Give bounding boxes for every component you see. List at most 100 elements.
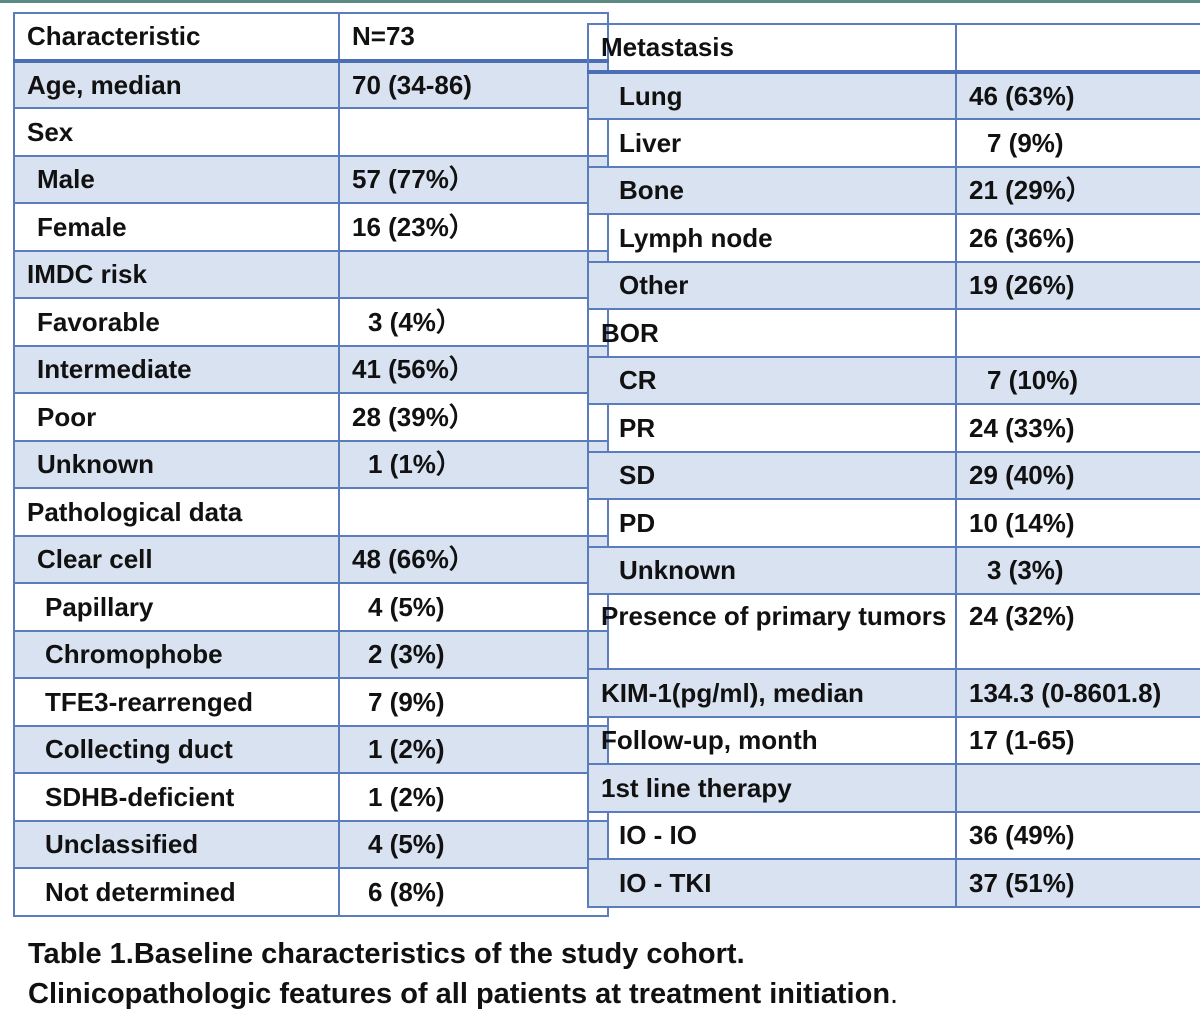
row-value: 36 (49%) — [955, 810, 1200, 860]
caption-line-2-text: Clinicopathologic features of all patien… — [28, 978, 891, 1010]
row-value — [338, 249, 609, 299]
table-row: TFE3-rearrenged 7 (9%) — [13, 677, 609, 727]
table-row: Age, median 70 (34-86) — [13, 59, 609, 109]
header-blank — [955, 23, 1200, 74]
row-value: 37 (51%) — [955, 858, 1200, 908]
table-row: SDHB-deficient 1 (2%) — [13, 772, 609, 822]
table-row: Unknown 3 (3%) — [587, 545, 1200, 595]
table-row: Unknown 1 (1%） — [13, 439, 609, 489]
row-label: Presence of primary tumors — [587, 593, 957, 670]
row-label: Bone — [587, 165, 957, 215]
table-row: PD 10 (14%) — [587, 498, 1200, 548]
table-row: Poor 28 (39%） — [13, 392, 609, 442]
table-row: KIM-1(pg/ml), median 134.3 (0-8601.8) — [587, 668, 1200, 718]
table-row: Intermediate 41 (56%） — [13, 344, 609, 394]
row-label: Other — [587, 260, 957, 310]
table-row: Lymph node 26 (36%) — [587, 213, 1200, 263]
row-value: 16 (23%） — [338, 202, 609, 252]
row-label: Not determined — [13, 867, 340, 917]
row-value: 4 (5%) — [338, 582, 609, 632]
row-value: 4 (5%) — [338, 819, 609, 869]
table-row: IO - IO 36 (49%) — [587, 810, 1200, 860]
row-label: Unclassified — [13, 819, 340, 869]
row-label: Female — [13, 202, 340, 252]
caption-period: . — [890, 978, 899, 1010]
table-header-row: Metastasis — [587, 23, 1200, 74]
table-row: Clear cell 48 (66%） — [13, 534, 609, 584]
table-row: CR 7 (10%) — [587, 355, 1200, 405]
row-label: TFE3-rearrenged — [13, 677, 340, 727]
row-value: 3 (3%) — [955, 545, 1200, 595]
row-value — [955, 763, 1200, 813]
row-label: Collecting duct — [13, 724, 340, 774]
row-label: Papillary — [13, 582, 340, 632]
table-row: Papillary 4 (5%) — [13, 582, 609, 632]
row-label: Sex — [13, 107, 340, 157]
row-value: 21 (29%） — [955, 165, 1200, 215]
table-row: IMDC risk — [13, 249, 609, 299]
row-label: IMDC risk — [13, 249, 340, 299]
row-value: 134.3 (0-8601.8) — [955, 668, 1200, 718]
row-label: Age, median — [13, 59, 340, 109]
row-label: Lymph node — [587, 213, 957, 263]
row-value: 26 (36%) — [955, 213, 1200, 263]
row-value: 1 (2%) — [338, 772, 609, 822]
table-caption: Table 1.Baseline characteristics of the … — [28, 934, 898, 1014]
header-metastasis: Metastasis — [587, 23, 957, 74]
row-label: Male — [13, 154, 340, 204]
row-value: 3 (4%） — [338, 297, 609, 347]
row-value: 70 (34-86) — [338, 59, 609, 109]
table-row: Chromophobe 2 (3%) — [13, 629, 609, 679]
caption-line-2: Clinicopathologic features of all patien… — [28, 974, 898, 1014]
row-label: Clear cell — [13, 534, 340, 584]
row-label: IO - TKI — [587, 858, 957, 908]
table-row: Favorable 3 (4%） — [13, 297, 609, 347]
row-label: Poor — [13, 392, 340, 442]
row-value: 7 (9%) — [955, 118, 1200, 168]
table-row: Lung 46 (63%) — [587, 70, 1200, 120]
table-row: Unclassified 4 (5%) — [13, 819, 609, 869]
row-value: 28 (39%） — [338, 392, 609, 442]
row-label: Chromophobe — [13, 629, 340, 679]
table-row: Presence of primary tumors 24 (32%) — [587, 593, 1200, 670]
table-row: Not determined 6 (8%) — [13, 867, 609, 917]
table-row: Other 19 (26%) — [587, 260, 1200, 310]
row-value: 24 (32%) — [955, 593, 1200, 670]
row-label: SDHB-deficient — [13, 772, 340, 822]
row-label: 1st line therapy — [587, 763, 957, 813]
row-label: Lung — [587, 70, 957, 120]
row-value: 6 (8%) — [338, 867, 609, 917]
row-value: 10 (14%) — [955, 498, 1200, 548]
row-value: 1 (1%） — [338, 439, 609, 489]
row-value: 7 (9%) — [338, 677, 609, 727]
table-row: Follow-up, month 17 (1-65) — [587, 715, 1200, 765]
row-value: 41 (56%） — [338, 344, 609, 394]
row-label: Unknown — [587, 545, 957, 595]
row-label: SD — [587, 450, 957, 500]
table-row: SD 29 (40%) — [587, 450, 1200, 500]
row-label: KIM-1(pg/ml), median — [587, 668, 957, 718]
table-row: Liver 7 (9%) — [587, 118, 1200, 168]
row-value: 24 (33%) — [955, 403, 1200, 453]
row-label: Follow-up, month — [587, 715, 957, 765]
row-value: 19 (26%) — [955, 260, 1200, 310]
caption-line-1: Table 1.Baseline characteristics of the … — [28, 938, 745, 970]
row-label: PD — [587, 498, 957, 548]
row-value: 1 (2%) — [338, 724, 609, 774]
row-value — [955, 308, 1200, 358]
row-value: 57 (77%） — [338, 154, 609, 204]
header-n: N=73 — [338, 12, 609, 63]
row-label: Intermediate — [13, 344, 340, 394]
row-label: BOR — [587, 308, 957, 358]
table-row: Bone 21 (29%） — [587, 165, 1200, 215]
row-value: 2 (3%) — [338, 629, 609, 679]
row-value — [338, 487, 609, 537]
table-row: 1st line therapy — [587, 763, 1200, 813]
table-header-row: Characteristic N=73 — [13, 12, 609, 63]
row-label: PR — [587, 403, 957, 453]
table-row: Collecting duct 1 (2%) — [13, 724, 609, 774]
metastasis-outcomes-table: Metastasis Lung 46 (63%) Liver 7 (9%) Bone… — [587, 23, 1200, 908]
table-row: Sex — [13, 107, 609, 157]
row-value: 46 (63%) — [955, 70, 1200, 120]
row-label: IO - IO — [587, 810, 957, 860]
